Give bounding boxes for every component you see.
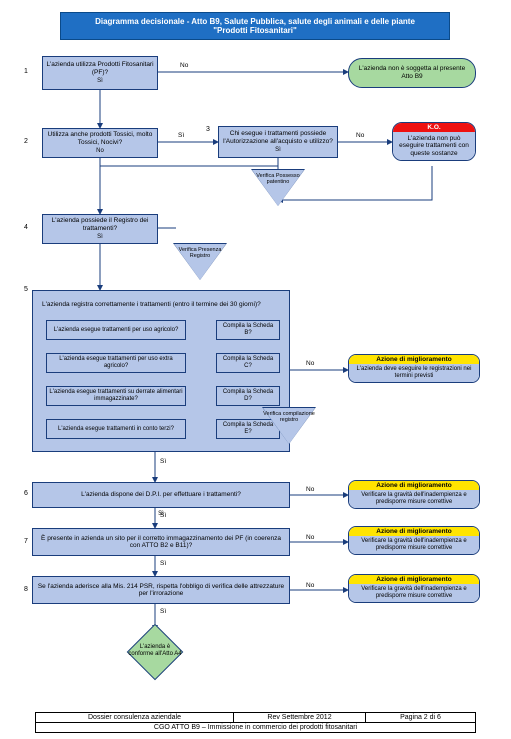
step-num-6: 6 — [24, 490, 28, 497]
step-num-4: 4 — [24, 224, 28, 231]
q7-text: È presente in azienda un sito per il cor… — [36, 535, 286, 550]
q2-text: Utilizza anche prodotti Tossici, molto T… — [46, 131, 154, 146]
q5b: L'azienda esegue trattamenti per uso ext… — [46, 353, 186, 373]
q5-no: No — [306, 360, 314, 367]
q5b-c: Compila la Scheda C? — [216, 353, 280, 373]
ko-head: K.O. — [393, 123, 475, 132]
q6-no: No — [306, 486, 314, 493]
q2-si: Sì — [178, 132, 184, 139]
node-act5: Azione di miglioramento L'azienda deve e… — [348, 354, 480, 383]
t1-text: L'azienda non è soggetta al presente Att… — [353, 65, 471, 81]
act7-body: Verificare la gravità dell'inadempienza … — [349, 536, 479, 554]
node-ko: K.O. L'azienda non può eseguire trattame… — [392, 122, 476, 161]
tri2-label: Verifica Presenza Registro — [174, 247, 226, 259]
act7-head: Azione di miglioramento — [349, 527, 479, 536]
q1-no: No — [180, 62, 188, 69]
node-act7: Azione di miglioramento Verificare la gr… — [348, 526, 480, 555]
q6-si-below: Sì — [160, 512, 166, 519]
node-q2: Utilizza anche prodotti Tossici, molto T… — [42, 128, 158, 158]
node-act6: Azione di miglioramento Verificare la gr… — [348, 480, 480, 509]
q8-no: No — [306, 582, 314, 589]
final-label: L'azienda è conforme all'Atto A4 — [127, 644, 183, 657]
step-num-3: 3 — [206, 126, 210, 133]
q7-si-below: Sì — [160, 560, 166, 567]
q1-text: L'azienda utilizza Prodotti Fitosanitari… — [46, 61, 154, 76]
q5-si-below: Sì — [160, 458, 166, 465]
footer-r1c3: Pagina 2 di 6 — [366, 713, 476, 723]
step-num-2: 2 — [24, 138, 28, 145]
node-q1: L'azienda utilizza Prodotti Fitosanitari… — [42, 56, 158, 90]
title-line1: Diagramma decisionale - Atto B9, Salute … — [67, 17, 443, 26]
node-q3: Chi esegue i trattamenti possiede l'Auto… — [218, 126, 338, 158]
title-bar: Diagramma decisionale - Atto B9, Salute … — [60, 12, 450, 40]
q5a-c: Compila la Scheda B? — [216, 320, 280, 340]
ko-body: L'azienda non può eseguire trattamenti c… — [393, 132, 475, 160]
step-num-7: 7 — [24, 538, 28, 545]
act6-body: Verificare la gravità dell'inadempienza … — [349, 490, 479, 508]
step-num-5: 5 — [24, 286, 28, 293]
q5c: L'azienda esegue trattamenti su derrate … — [46, 386, 186, 406]
act8-head: Azione di miglioramento — [349, 575, 479, 584]
q7-no: No — [306, 534, 314, 541]
q1-si: Sì — [97, 78, 103, 85]
q5d: L'azienda esegue trattamenti in conto te… — [46, 419, 186, 439]
q8-text: Se l'azienda aderisce alla Mis. 214 PSR,… — [36, 583, 286, 598]
node-t1: L'azienda non è soggetta al presente Att… — [348, 58, 476, 88]
step-num-8: 8 — [24, 586, 28, 593]
node-q8: Se l'azienda aderisce alla Mis. 214 PSR,… — [32, 576, 290, 604]
q3-text: Chi esegue i trattamenti possiede l'Auto… — [222, 130, 334, 145]
footer-table: Dossier consulenza aziendale Rev Settemb… — [35, 712, 476, 733]
q5a: L'azienda esegue trattamenti per uso agr… — [46, 320, 186, 340]
q8-si-below: Sì — [160, 608, 166, 615]
footer-r1c1: Dossier consulenza aziendale — [36, 713, 234, 723]
q4-text: L'azienda possiede il Registro dei tratt… — [46, 217, 154, 232]
node-q7: È presente in azienda un sito per il cor… — [32, 528, 290, 556]
title-line2: "Prodotti Fitosanitari" — [67, 26, 443, 35]
tri1-label: Verifica Possesso patentino — [252, 173, 304, 185]
q3-si: Sì — [275, 147, 281, 154]
act8-body: Verificare la gravità dell'inadempienza … — [349, 584, 479, 602]
node-q4: L'azienda possiede il Registro dei tratt… — [42, 214, 158, 244]
q4-si: Sì — [97, 234, 103, 241]
step-num-1: 1 — [24, 68, 28, 75]
node-q6: L'azienda dispone dei D.P.I. per effettu… — [32, 482, 290, 508]
q5c-c: Compila la Scheda D? — [216, 386, 280, 406]
act5-body: L'azienda deve eseguire le registrazioni… — [349, 364, 479, 382]
act6-head: Azione di miglioramento — [349, 481, 479, 490]
node-act8: Azione di miglioramento Verificare la gr… — [348, 574, 480, 603]
q5-title: L'azienda registra correttamente i tratt… — [40, 296, 282, 314]
q2-no: No — [96, 148, 104, 155]
footer-r1c2: Rev Settembre 2012 — [234, 713, 366, 723]
q6-text: L'azienda dispone dei D.P.I. per effettu… — [81, 491, 241, 498]
tri3-label: Verifica compilazione registro — [263, 411, 315, 423]
q3-no: No — [356, 132, 364, 139]
act5-head: Azione di miglioramento — [349, 355, 479, 364]
footer-r2: CGO ATTO B9 – Immissione in commercio de… — [36, 723, 476, 733]
q5-title-text: L'azienda registra correttamente i tratt… — [42, 301, 261, 308]
